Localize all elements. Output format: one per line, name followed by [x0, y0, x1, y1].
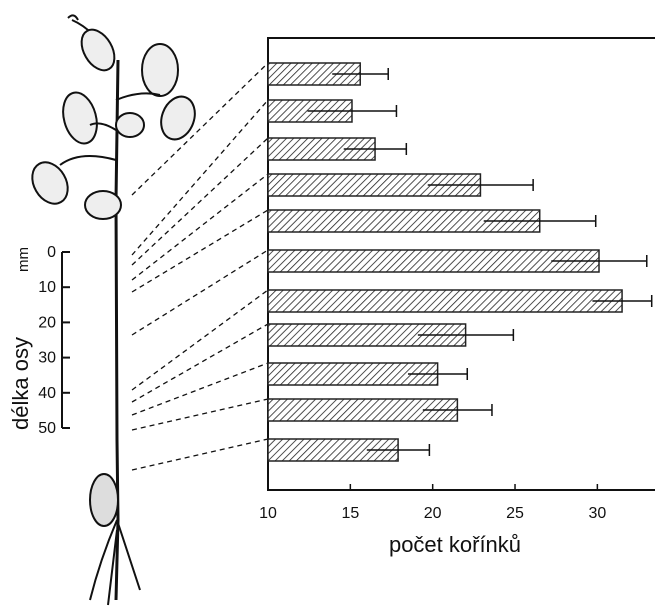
chart: délka osy mm počet kořínků 10 15 20 25 30 0 10… [0, 0, 655, 610]
length-tick-label: 50 [38, 420, 56, 437]
length-label: délka osy [8, 337, 33, 430]
x-tick-label: 30 [588, 505, 606, 522]
leader-line [132, 138, 268, 265]
page: {"chart_data": {"type": "bar", "orientat… [0, 0, 655, 615]
leader-line [132, 439, 268, 470]
leader-line [132, 363, 268, 415]
leader-line [132, 399, 268, 430]
leader-line [132, 290, 268, 390]
length-tick-label: 40 [38, 385, 56, 402]
bar [268, 290, 622, 312]
x-axis-label: počet kořínků [389, 532, 521, 557]
leader-line [132, 324, 268, 402]
leader-line [132, 100, 268, 255]
length-unit: mm [15, 247, 32, 272]
length-tick-label: 10 [38, 279, 56, 296]
x-tick-label: 20 [424, 505, 442, 522]
x-tick-label: 15 [341, 505, 359, 522]
length-tick-label: 0 [47, 244, 56, 261]
length-tick-label: 30 [38, 350, 56, 367]
leader-line [132, 210, 268, 292]
x-tick-label: 25 [506, 505, 524, 522]
leader-line [132, 250, 268, 335]
length-tick-label: 20 [38, 314, 56, 331]
leader-line [132, 174, 268, 280]
bar [268, 250, 599, 272]
x-tick-label: 10 [259, 505, 277, 522]
plant-drawing [25, 15, 200, 605]
